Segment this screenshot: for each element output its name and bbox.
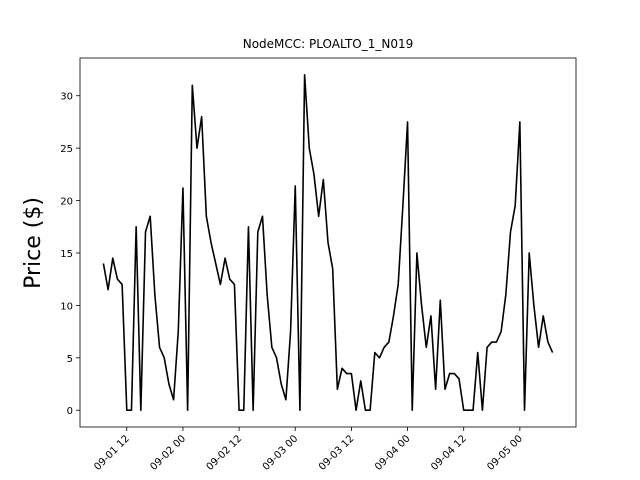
x-tick-label: 09-04 00 — [373, 433, 413, 473]
x-tick-label: 09-02 12 — [205, 433, 245, 473]
y-tick-label: 10 — [60, 301, 73, 312]
y-tick-label: 5 — [67, 354, 73, 365]
y-axis-label: Price ($) — [21, 197, 46, 289]
chart-title: NodeMCC: PLOALTO_1_N019 — [243, 37, 414, 51]
y-tick-label: 0 — [67, 406, 73, 417]
y-tick-label: 20 — [60, 197, 73, 208]
x-tick-label: 09-04 12 — [429, 433, 469, 473]
y-tick-label: 30 — [60, 92, 73, 103]
x-tick-label: 09-05 00 — [485, 433, 525, 473]
x-tick-label: 09-03 00 — [261, 433, 301, 473]
price-line — [102, 73, 554, 412]
plot-frame — [79, 57, 577, 428]
y-tick-label: 15 — [60, 249, 73, 260]
y-tick-label: 25 — [60, 144, 73, 155]
x-tick-label: 09-02 00 — [148, 433, 188, 473]
x-tick-label: 09-01 12 — [92, 433, 132, 473]
x-tick-label: 09-03 12 — [317, 433, 357, 473]
